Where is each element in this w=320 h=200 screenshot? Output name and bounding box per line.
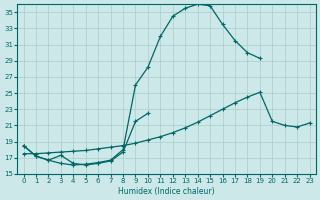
X-axis label: Humidex (Indice chaleur): Humidex (Indice chaleur) [118,187,215,196]
